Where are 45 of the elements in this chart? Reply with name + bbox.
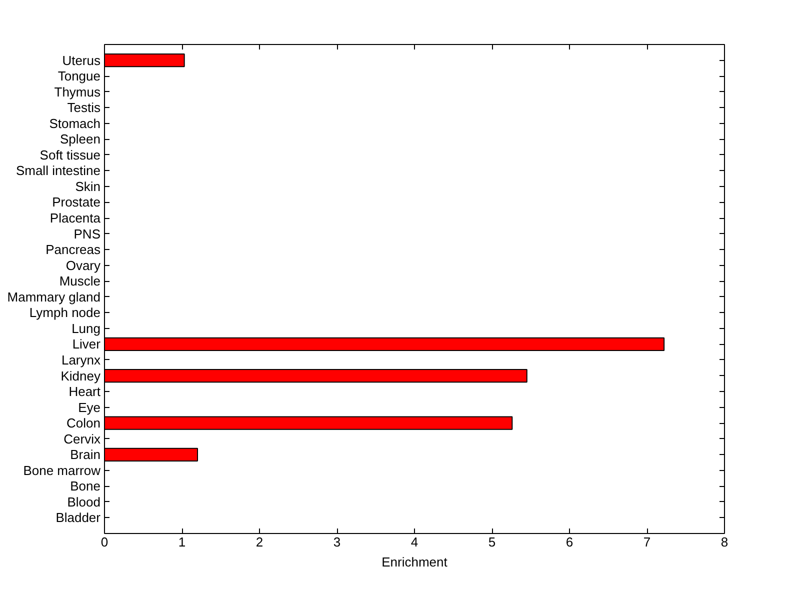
y-tick-label: Bladder (56, 510, 102, 526)
y-tick-label: Ovary (66, 258, 101, 273)
y-tick-label: Tongue (58, 68, 101, 84)
y-tick-label: Lung (72, 320, 100, 336)
bar (104, 53, 185, 68)
y-tick-label: Soft tissue (40, 147, 101, 162)
y-tick-label: Colon (66, 416, 100, 431)
y-tick-label: Blood (67, 494, 100, 510)
y-tick-label: PNS (74, 226, 101, 242)
y-tick-label: Liver (72, 336, 102, 352)
y-tick-label: Larynx (61, 352, 101, 368)
y-tick-label: Cervix (64, 431, 101, 446)
x-tick-label: 4 (410, 534, 418, 550)
bar (104, 368, 528, 383)
x-tick-label: 5 (488, 534, 496, 550)
bar (104, 416, 513, 430)
x-tick-label: 6 (566, 534, 574, 550)
y-tick-label: Testis (67, 100, 101, 116)
x-tick-label: 3 (333, 534, 341, 550)
y-tick-label: Placenta (50, 210, 102, 226)
bar (104, 337, 665, 352)
x-tick-label: 2 (256, 534, 264, 550)
y-tick-label: Eye (78, 400, 101, 415)
y-tick-label: Uterus (62, 52, 101, 68)
x-tick-label: 0 (100, 534, 108, 550)
y-tick-label: Bone marrow (23, 462, 102, 478)
y-tick-label: Muscle (59, 274, 101, 289)
y-tick-label: Pancreas (46, 242, 101, 258)
x-tick-label: 1 (178, 534, 186, 550)
y-tick-label: Stomach (49, 116, 101, 131)
bar (104, 448, 198, 462)
y-tick-label: Skin (75, 178, 101, 194)
y-tick-label: Lymph node (29, 305, 101, 320)
y-tick-label: Brain (70, 447, 101, 462)
y-tick-label: Heart (68, 384, 101, 400)
x-tick-label: 7 (643, 534, 651, 550)
y-tick-label: Small intestine (16, 163, 101, 178)
y-tick-label: Bone (70, 478, 101, 494)
x-tick-label: 8 (720, 534, 728, 550)
y-tick-label: Spleen (60, 132, 101, 147)
y-tick-label: Prostate (52, 194, 101, 210)
y-tick-label: Thymus (54, 84, 101, 100)
x-axis-title: Enrichment (382, 554, 448, 570)
y-tick-label: Kidney (60, 368, 101, 384)
y-tick-label: Mammary gland (7, 289, 101, 304)
